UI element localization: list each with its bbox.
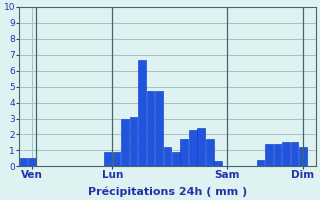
Bar <box>206 139 213 166</box>
Bar <box>113 152 120 166</box>
Bar <box>28 158 36 166</box>
Bar <box>155 91 163 166</box>
Bar <box>164 147 171 166</box>
Bar <box>147 91 154 166</box>
Bar <box>197 128 205 166</box>
Bar <box>130 117 137 166</box>
Bar <box>265 144 273 166</box>
Bar <box>282 142 290 166</box>
Bar <box>20 158 27 166</box>
Bar <box>299 147 307 166</box>
Bar <box>291 142 298 166</box>
Bar <box>274 144 281 166</box>
Bar <box>214 161 222 166</box>
Bar <box>257 160 264 166</box>
Bar <box>172 152 180 166</box>
Bar <box>121 119 129 166</box>
Bar <box>180 139 188 166</box>
Bar <box>104 152 112 166</box>
X-axis label: Précipitations 24h ( mm ): Précipitations 24h ( mm ) <box>88 186 247 197</box>
Bar <box>138 60 146 166</box>
Bar <box>189 130 196 166</box>
